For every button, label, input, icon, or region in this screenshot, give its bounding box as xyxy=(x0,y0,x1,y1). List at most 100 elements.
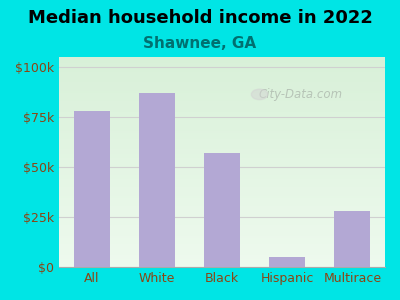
Bar xyxy=(59,187,385,189)
Bar xyxy=(59,158,385,160)
Bar xyxy=(59,112,385,114)
Bar xyxy=(59,185,385,187)
Bar xyxy=(59,221,385,223)
Bar xyxy=(59,135,385,137)
Bar xyxy=(59,149,385,152)
Bar xyxy=(74,111,110,267)
Bar xyxy=(59,103,385,105)
Bar xyxy=(59,101,385,103)
Bar xyxy=(59,238,385,240)
Bar xyxy=(59,128,385,130)
Bar xyxy=(59,95,385,97)
Bar xyxy=(59,124,385,126)
Bar xyxy=(59,183,385,185)
Text: City-Data.com: City-Data.com xyxy=(258,88,342,101)
Bar xyxy=(59,212,385,214)
Bar xyxy=(59,57,385,59)
Bar xyxy=(59,59,385,61)
Bar xyxy=(59,118,385,120)
Bar xyxy=(59,217,385,219)
Bar xyxy=(59,137,385,139)
Bar xyxy=(59,84,385,86)
Bar xyxy=(59,116,385,118)
Bar xyxy=(59,263,385,265)
Bar xyxy=(59,91,385,93)
Bar xyxy=(59,200,385,202)
Bar xyxy=(59,78,385,80)
Bar xyxy=(59,223,385,225)
Bar xyxy=(59,168,385,170)
Bar xyxy=(59,88,385,91)
Bar xyxy=(59,145,385,147)
Bar xyxy=(59,256,385,259)
Bar xyxy=(59,156,385,158)
Bar xyxy=(59,97,385,99)
Bar xyxy=(59,120,385,122)
Bar xyxy=(59,63,385,65)
Bar xyxy=(59,130,385,133)
Bar xyxy=(59,166,385,168)
Bar xyxy=(59,86,385,88)
Bar xyxy=(334,211,370,267)
Bar xyxy=(59,214,385,217)
Text: Shawnee, GA: Shawnee, GA xyxy=(144,36,256,51)
Bar xyxy=(59,233,385,236)
Bar xyxy=(204,153,240,267)
Bar xyxy=(269,257,305,267)
Text: Median household income in 2022: Median household income in 2022 xyxy=(28,9,372,27)
Bar xyxy=(59,179,385,181)
Bar xyxy=(59,72,385,74)
Bar xyxy=(59,177,385,179)
Bar xyxy=(59,261,385,263)
Bar xyxy=(59,204,385,206)
Bar xyxy=(59,152,385,154)
Bar xyxy=(59,210,385,212)
Bar xyxy=(59,110,385,112)
Bar xyxy=(59,164,385,166)
Bar xyxy=(59,143,385,145)
Bar xyxy=(59,80,385,82)
Bar xyxy=(59,93,385,95)
Bar xyxy=(59,70,385,72)
Bar xyxy=(59,126,385,128)
Bar xyxy=(59,244,385,246)
Bar xyxy=(59,141,385,143)
Bar xyxy=(59,198,385,200)
Bar xyxy=(59,122,385,124)
Bar xyxy=(59,74,385,76)
Bar xyxy=(59,202,385,204)
Bar xyxy=(59,175,385,177)
Bar xyxy=(59,246,385,248)
Bar xyxy=(59,189,385,191)
Bar xyxy=(59,99,385,101)
Bar xyxy=(59,107,385,110)
Bar xyxy=(59,162,385,164)
Bar xyxy=(59,133,385,135)
Bar xyxy=(59,227,385,229)
Bar xyxy=(59,231,385,233)
Bar xyxy=(59,236,385,238)
Bar xyxy=(59,229,385,231)
Bar xyxy=(59,147,385,149)
Bar xyxy=(59,250,385,252)
Bar xyxy=(59,248,385,250)
Bar xyxy=(59,154,385,156)
Bar xyxy=(59,68,385,70)
Bar xyxy=(59,208,385,210)
Bar xyxy=(59,219,385,221)
Bar xyxy=(59,206,385,208)
Bar xyxy=(59,242,385,244)
Bar xyxy=(59,196,385,198)
Bar xyxy=(59,194,385,196)
Bar xyxy=(59,139,385,141)
Bar xyxy=(59,65,385,68)
Bar xyxy=(59,252,385,254)
Bar xyxy=(139,93,175,267)
Bar xyxy=(59,259,385,261)
Bar xyxy=(59,172,385,175)
Circle shape xyxy=(251,89,268,100)
Bar xyxy=(59,265,385,267)
Bar xyxy=(59,160,385,162)
Bar xyxy=(59,61,385,63)
Bar xyxy=(59,254,385,256)
